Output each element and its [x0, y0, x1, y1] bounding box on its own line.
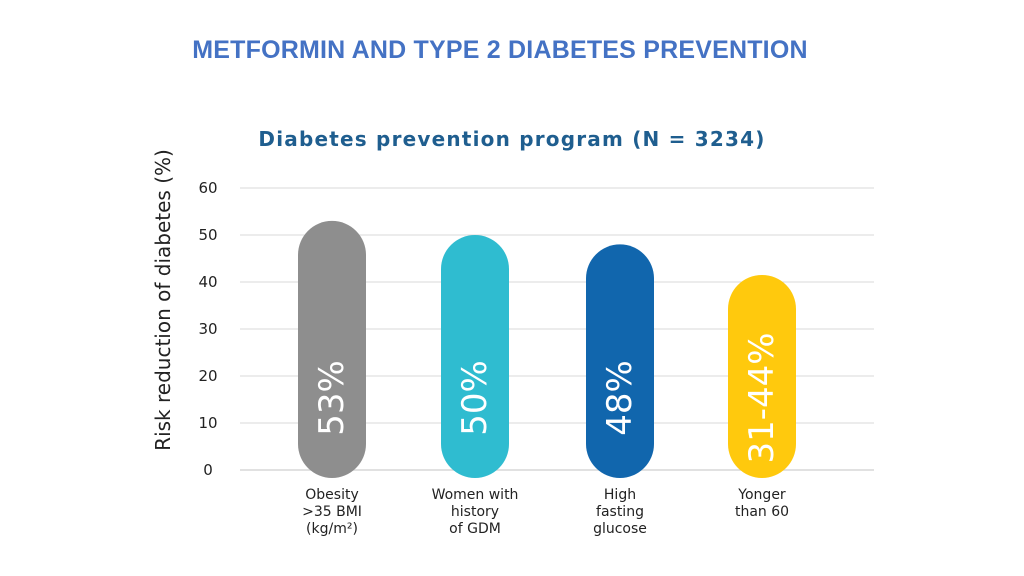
category-label: (kg/m²) [306, 521, 358, 537]
bar-data-label: 53% [312, 360, 352, 436]
y-tick-label: 60 [198, 179, 217, 197]
category-label: Yonger [737, 487, 786, 503]
bar [441, 235, 509, 478]
y-tick-label: 20 [198, 367, 217, 385]
bar-data-label: 50% [455, 360, 495, 436]
category-label: fasting [596, 504, 644, 520]
bar [586, 244, 654, 478]
bar [728, 274, 796, 478]
y-tick-label: 40 [198, 273, 217, 291]
category-label: Obesity [305, 487, 358, 503]
y-tick-label: 50 [198, 226, 217, 244]
y-axis-label: Risk reduction of diabetes (%) [151, 149, 175, 451]
y-tick-labels: 0 10 20 30 40 50 60 [198, 179, 217, 479]
bars: 53% 50% 48% 31-44% [298, 220, 796, 478]
category-label: history [451, 504, 499, 520]
y-tick-label: 0 [203, 461, 213, 479]
bar-data-label: 31-44% [742, 332, 782, 463]
bar [298, 220, 366, 478]
category-label: of GDM [449, 521, 501, 537]
category-label: Women with [432, 487, 519, 503]
category-label: glucose [593, 521, 647, 537]
category-label: High [604, 487, 636, 503]
slide-title: METFORMIN AND TYPE 2 DIABETES PREVENTION [192, 36, 808, 64]
category-label: >35 BMI [302, 504, 362, 520]
chart-title: Diabetes prevention program (N = 3234) [258, 127, 765, 151]
category-labels: Obesity>35 BMI(kg/m²) Women withhistoryof… [302, 487, 789, 537]
category-label: than 60 [735, 504, 789, 520]
y-tick-label: 10 [198, 414, 217, 432]
bar-data-label: 48% [600, 360, 640, 436]
y-tick-label: 30 [198, 320, 217, 338]
